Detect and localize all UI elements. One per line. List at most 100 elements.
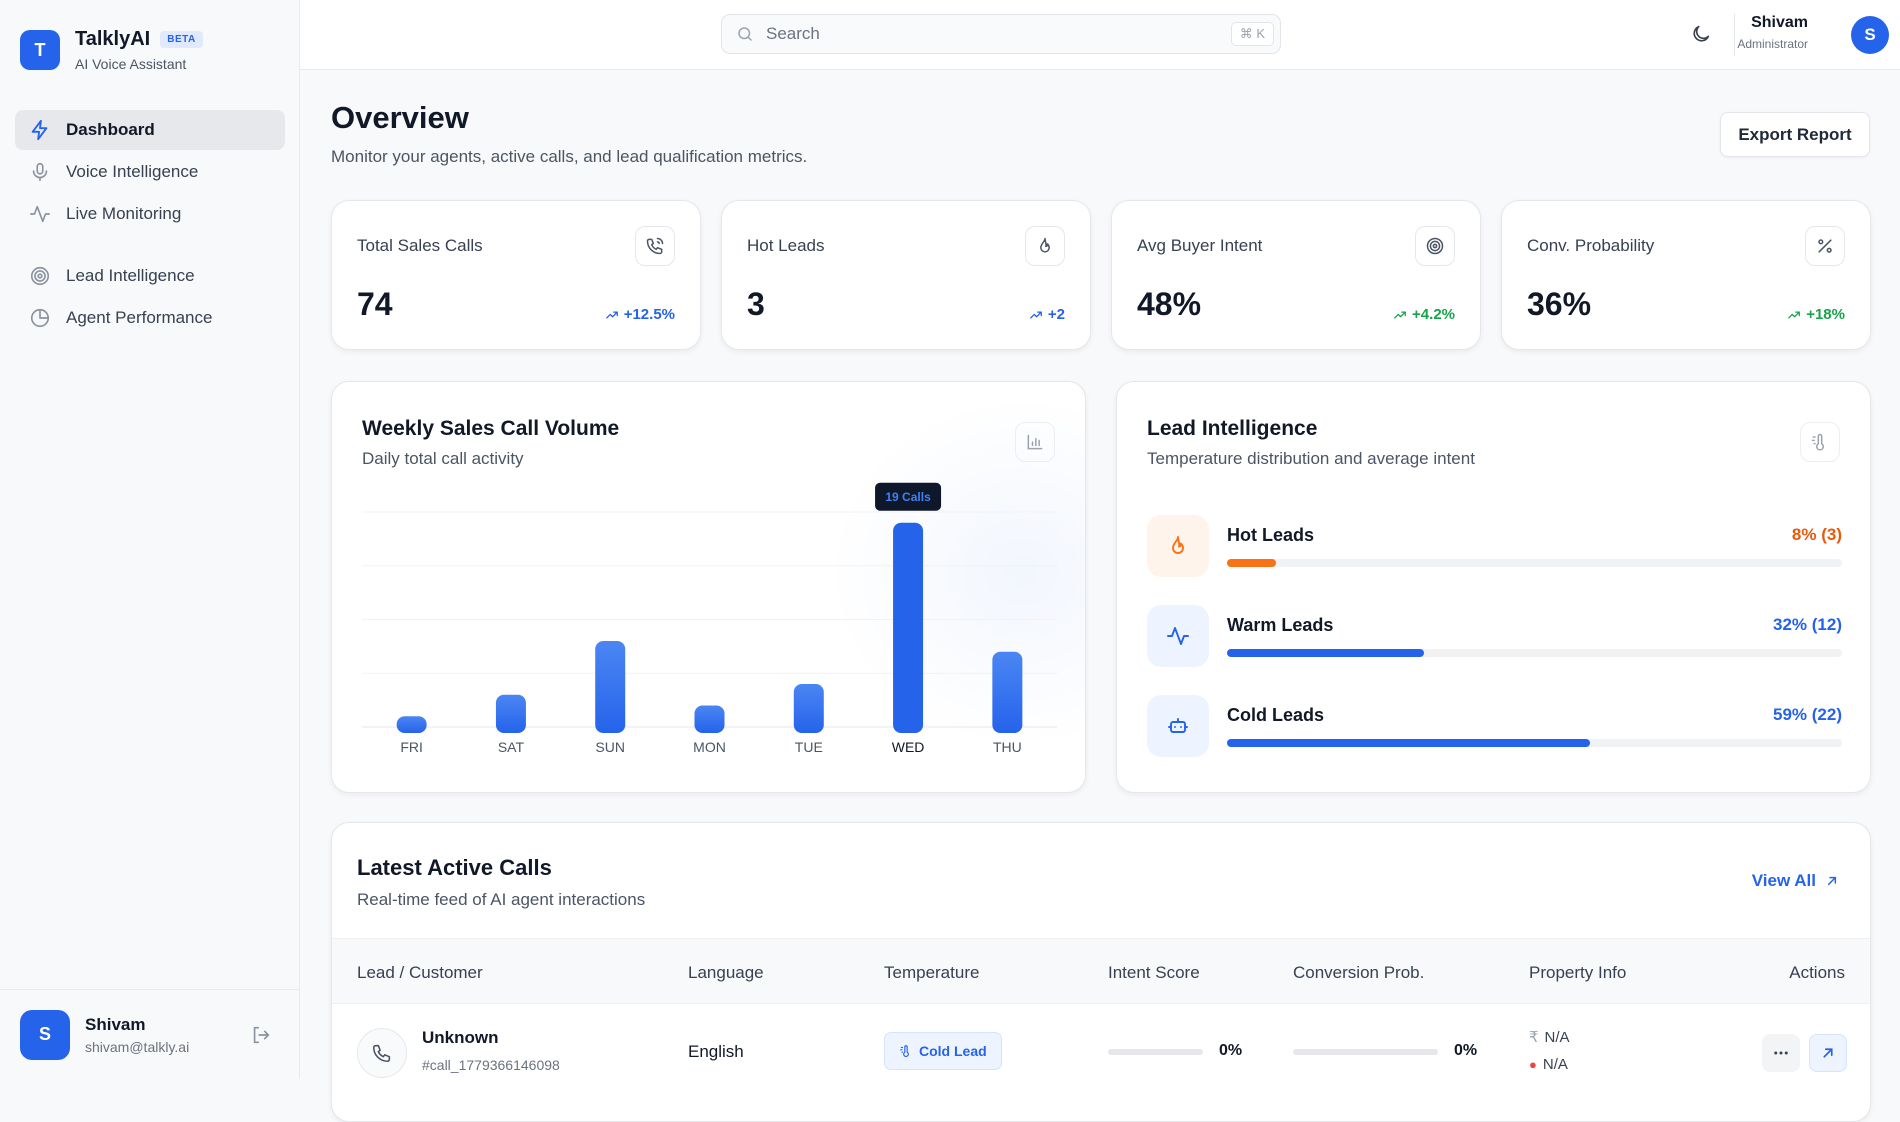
stat-value: 74 — [357, 286, 393, 322]
chart-bar[interactable] — [793, 684, 824, 733]
page-subtitle: Monitor your agents, active calls, and l… — [331, 147, 808, 166]
thermometer-icon[interactable] — [1800, 422, 1840, 462]
search-input[interactable] — [766, 24, 1231, 44]
view-all-link[interactable]: View All — [1752, 871, 1840, 891]
column-header[interactable]: Temperature — [884, 963, 980, 982]
bar-chart-icon[interactable] — [1015, 422, 1055, 462]
progress-fill — [1227, 649, 1424, 657]
brand[interactable]: T TalklyAI BETA AI Voice Assistant — [20, 28, 203, 72]
sidebar-item-voice-intelligence[interactable]: Voice Intelligence — [15, 152, 285, 192]
column-header[interactable]: Property Info — [1529, 963, 1627, 982]
rupee-icon: ₹ — [1529, 1029, 1539, 1046]
sidebar-item-label: Agent Performance — [66, 308, 213, 327]
sidebar-item-dashboard[interactable]: Dashboard — [15, 110, 285, 150]
export-report-button[interactable]: Export Report — [1720, 112, 1870, 157]
stat-value: 3 — [747, 286, 765, 322]
progress-fill — [1227, 559, 1277, 567]
bot-icon — [1147, 695, 1209, 757]
flame-icon — [1147, 515, 1209, 577]
chart-tooltip — [875, 482, 942, 511]
lead-row-warm: Warm Leads 32% (12) — [1147, 605, 1842, 669]
sidebar-item-label: Lead Intelligence — [66, 266, 195, 285]
topbar-user[interactable]: Shivam Administrator — [1737, 14, 1808, 51]
card-subtitle: Real-time feed of AI agent interactions — [357, 890, 646, 909]
chart-bar[interactable] — [992, 651, 1023, 733]
column-header[interactable]: Lead / Customer — [357, 963, 483, 982]
lead-name: Hot Leads — [1227, 525, 1315, 545]
x-tick-label: MON — [693, 739, 726, 755]
x-tick-label: TUE — [795, 739, 823, 755]
sidebar-item-live-monitoring[interactable]: Live Monitoring — [15, 194, 285, 234]
chart-bar[interactable] — [495, 694, 526, 733]
lead-percent: 8% (3) — [1791, 525, 1842, 544]
sidebar: T TalklyAI BETA AI Voice Assistant Dashbo… — [0, 0, 300, 1079]
user-email: shivam@talkly.ai — [85, 1038, 190, 1055]
chart-bar[interactable] — [694, 705, 725, 734]
topbar-avatar[interactable]: S — [1851, 16, 1889, 54]
topbar-user-name: Shivam — [1751, 14, 1808, 31]
arrow-up-right-icon — [1816, 873, 1840, 889]
intent-score: 0% — [1219, 1042, 1243, 1059]
table-row[interactable]: Unknown #call_1779366146098 English Cold… — [332, 1004, 1870, 1104]
brand-name: TalklyAI — [75, 28, 151, 50]
column-header[interactable]: Conversion Prob. — [1293, 963, 1425, 982]
more-horizontal-icon — [1772, 1044, 1790, 1062]
stat-card-conv-probability: Conv. Probability 36% +18% — [1501, 200, 1871, 350]
call-id: #call_1779366146098 — [422, 1057, 560, 1073]
table-header: Lead / Customer Language Temperature Int… — [332, 938, 1870, 1004]
stat-label: Conv. Probability — [1527, 236, 1655, 255]
stat-value: 48% — [1137, 286, 1202, 322]
stat-label: Hot Leads — [747, 236, 825, 255]
sidebar-item-agent-performance[interactable]: Agent Performance — [15, 298, 285, 338]
sidebar-item-label: Dashboard — [66, 120, 155, 139]
lead-row-cold: Cold Leads 59% (22) — [1147, 695, 1842, 759]
card-title: Lead Intelligence — [1147, 417, 1318, 440]
chart-bar[interactable] — [893, 522, 924, 733]
percent-icon — [1805, 226, 1845, 266]
flame-icon — [1025, 226, 1065, 266]
topbar-user-role: Administrator — [1737, 37, 1808, 51]
lead-intelligence-card: Lead Intelligence Temperature distributi… — [1116, 381, 1871, 793]
trend-up-icon — [1029, 308, 1048, 322]
pie-chart-icon — [29, 307, 51, 329]
sidebar-item-label: Voice Intelligence — [66, 162, 199, 181]
x-tick-label: SAT — [498, 739, 525, 755]
stat-delta: +18% — [1787, 306, 1845, 323]
lead-name: Warm Leads — [1227, 615, 1334, 635]
stat-label: Avg Buyer Intent — [1137, 236, 1263, 255]
latest-active-calls-card: Latest Active Calls Real-time feed of AI… — [331, 822, 1871, 1122]
lead-percent: 32% (12) — [1773, 615, 1842, 634]
chart-bar[interactable] — [396, 716, 427, 733]
sidebar-item-lead-intelligence[interactable]: Lead Intelligence — [15, 256, 285, 296]
map-pin-icon: ● — [1529, 1057, 1537, 1072]
trend-up-icon — [1393, 308, 1412, 322]
stat-card-avg-buyer-intent: Avg Buyer Intent 48% +4.2% — [1111, 200, 1481, 350]
more-actions-button[interactable] — [1762, 1034, 1800, 1072]
column-header[interactable]: Language — [688, 963, 764, 982]
card-title: Weekly Sales Call Volume — [362, 417, 620, 440]
bar-chart: FRI SAT SUN MON TUE WED 19 Calls THU — [362, 482, 1057, 755]
lead-name: Cold Leads — [1227, 705, 1325, 725]
target-icon — [29, 265, 51, 287]
x-tick-label: THU — [993, 739, 1022, 755]
logout-icon[interactable] — [250, 1024, 272, 1046]
activity-icon — [1147, 605, 1209, 667]
brand-subtitle: AI Voice Assistant — [75, 56, 187, 72]
beta-badge: BETA — [160, 31, 203, 48]
user-name: Shivam — [85, 1014, 146, 1034]
shortcut-hint: ⌘ K — [1230, 22, 1274, 46]
search-box[interactable]: ⌘ K — [721, 14, 1281, 54]
property-budget: ₹ N/A — [1529, 1029, 1570, 1046]
column-header[interactable]: Actions — [1789, 963, 1845, 982]
topbar: ⌘ K Shivam Administrator S — [300, 0, 1900, 70]
card-subtitle: Daily total call activity — [362, 449, 524, 468]
moon-icon — [1690, 23, 1712, 45]
chart-bar[interactable] — [595, 641, 626, 733]
column-header[interactable]: Intent Score — [1108, 963, 1200, 982]
stat-label: Total Sales Calls — [357, 236, 483, 255]
stat-delta: +4.2% — [1393, 306, 1455, 323]
avatar[interactable]: S — [20, 1009, 70, 1060]
sidebar-nav: Dashboard Voice Intelligence Live Monito… — [15, 110, 285, 340]
dark-mode-toggle[interactable] — [1690, 23, 1712, 45]
open-call-button[interactable] — [1809, 1034, 1847, 1072]
